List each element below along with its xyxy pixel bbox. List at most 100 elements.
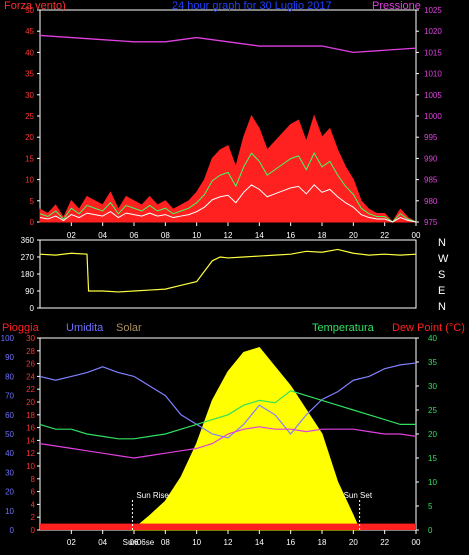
x-tick-label: 10 [192,538,201,547]
humidity-line [39,362,417,439]
pressure-tick-label: 1005 [424,91,442,100]
pressure-tick-label: 980 [424,197,438,206]
sunset-label: Sun Set [344,491,373,500]
humidity-tick-label: 0 [10,526,15,535]
x-tick-label: 14 [255,231,264,240]
dewpoint-line [39,426,417,459]
sunrise-label: Sun Rise [136,491,169,500]
direction-tick-label: 90 [25,287,34,296]
compass-label: E [438,285,445,297]
wind-tick-label: 45 [25,27,34,36]
x-tick-label: 12 [224,538,233,547]
humidity-tick-label: 90 [5,353,14,362]
x-tick-label: 02 [67,538,76,547]
solar-area [131,347,361,531]
x-tick-label: 20 [349,538,358,547]
x-tick-label: 18 [318,231,327,240]
x-tick-label: 22 [380,231,389,240]
x-tick-label: 02 [67,231,76,240]
rain-tick-label: 22 [26,385,35,394]
wind-tick-label: 40 [25,48,34,57]
x-tick-label: 16 [286,231,295,240]
solar-axis-label: Solar [116,322,142,334]
humidity-tick-label: 100 [1,334,15,343]
rain-tick-label: 2 [31,513,36,522]
pressure-tick-label: 1020 [424,27,442,36]
rain-tick-label: 24 [26,372,35,381]
wind-tick-label: 10 [25,176,34,185]
wind-tick-label: 30 [25,91,34,100]
rain-tick-label: 8 [31,475,36,484]
direction-line [39,248,417,293]
temperature-tick-label: 15 [428,454,437,463]
wind-tick-label: 25 [25,112,34,121]
temperature-axis-label: Temperatura [312,322,375,334]
rain-axis-label: Pioggia [2,322,40,334]
direction-tick-label: 0 [30,304,35,313]
humidity-axis-label: Umidita [66,322,104,334]
wind-tick-label: 15 [25,154,34,163]
direction-tick-label: 360 [21,236,35,245]
compass-label: N [438,237,446,249]
wind-axis-label: Forza vento) [4,0,66,12]
pressure-tick-label: 1015 [424,48,442,57]
pressure-tick-label: 975 [424,218,438,227]
rain-tick-label: 4 [31,500,36,509]
x-tick-label: 04 [98,231,107,240]
pressure-tick-label: 1025 [424,6,442,15]
pressure-axis-label: Pressione [372,0,421,12]
pressure-line [39,34,417,54]
graph-title: 24 hour graph for 30 Luglio 2017 [172,0,332,12]
rain-tick-label: 20 [26,398,35,407]
wind-speed-line [39,152,417,223]
temperature-tick-label: 20 [428,430,437,439]
temperature-tick-label: 0 [428,526,433,535]
x-tick-label: 10 [192,231,201,240]
temperature-line [39,390,416,440]
x-tick-label: 06 [130,231,139,240]
x-tick-label: 08 [161,231,170,240]
rain-tick-label: 16 [26,424,35,433]
wind-tick-label: 50 [25,6,34,15]
temperature-tick-label: 30 [428,382,437,391]
wind-avg-line [39,184,417,223]
rain-tick-label: 10 [26,462,35,471]
humidity-tick-label: 10 [5,507,14,516]
wind-gust-area [39,114,417,223]
wind-tick-label: 35 [25,70,34,79]
rain-tick-label: 26 [26,360,35,369]
rain-tick-label: 18 [26,411,35,420]
pressure-tick-label: 1000 [424,112,442,121]
wind-tick-label: 5 [30,197,35,206]
pressure-tick-label: 995 [424,133,438,142]
direction-tick-label: 270 [21,253,35,262]
sunrise-tick-label: Sun06se [123,538,155,547]
x-tick-label: 16 [286,538,295,547]
pressure-tick-label: 985 [424,176,438,185]
direction-tick-label: 180 [21,270,35,279]
rain-band [40,523,416,530]
rain-tick-label: 12 [26,449,35,458]
humidity-tick-label: 80 [5,372,14,381]
humidity-tick-label: 70 [5,392,14,401]
temperature-tick-label: 35 [428,358,437,367]
x-tick-label: 00 [412,231,421,240]
temperature-tick-label: 10 [428,478,437,487]
humidity-tick-label: 60 [5,411,14,420]
x-tick-label: 06 [130,538,139,547]
rain-tick-label: 0 [31,526,36,535]
x-tick-label: 08 [161,538,170,547]
humidity-tick-label: 50 [5,430,14,439]
wind-tick-label: 0 [30,218,35,227]
wind-tick-label: 20 [25,133,34,142]
x-tick-label: 12 [224,231,233,240]
pressure-tick-label: 1010 [424,70,442,79]
rain-tick-label: 14 [26,436,35,445]
x-tick-label: 14 [255,538,264,547]
rain-tick-label: 6 [31,488,36,497]
compass-label: S [438,269,445,281]
humidity-tick-label: 20 [5,488,14,497]
x-tick-label: 22 [380,538,389,547]
x-tick-label: 04 [98,538,107,547]
